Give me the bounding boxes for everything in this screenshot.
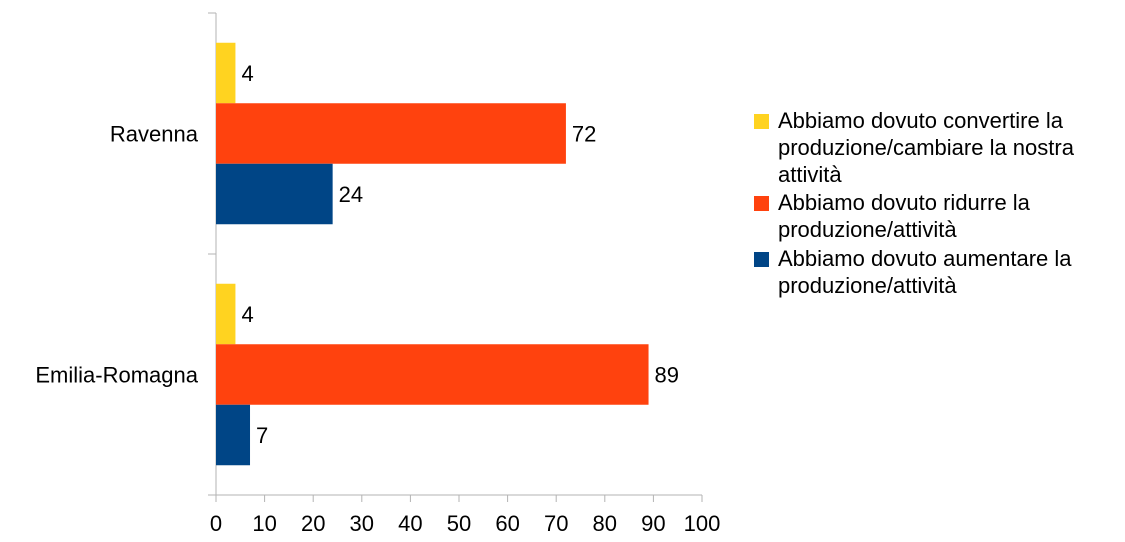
bar bbox=[216, 344, 649, 405]
legend-swatch-convertire bbox=[754, 114, 769, 129]
legend-item-ridurre: Abbiamo dovuto ridurre la produzione/att… bbox=[754, 190, 1119, 244]
y-category-label: Emilia-Romagna bbox=[35, 363, 198, 388]
x-tick-label: 10 bbox=[252, 511, 276, 536]
x-tick-label: 90 bbox=[641, 511, 665, 536]
bar-value-label: 4 bbox=[241, 302, 253, 327]
x-tick-label: 60 bbox=[495, 511, 519, 536]
bar-value-label: 24 bbox=[339, 182, 363, 207]
legend-label-ridurre: Abbiamo dovuto ridurre la produzione/att… bbox=[778, 190, 1030, 243]
bar bbox=[216, 283, 236, 345]
bar bbox=[216, 42, 236, 104]
x-tick-label: 40 bbox=[398, 511, 422, 536]
bar-value-label: 72 bbox=[572, 122, 596, 147]
legend-item-aumentare: Abbiamo dovuto aumentare la produzione/a… bbox=[754, 246, 1119, 300]
legend-item-convertire: Abbiamo dovuto convertire la produzione/… bbox=[754, 108, 1119, 188]
bar bbox=[216, 404, 251, 466]
bar bbox=[216, 103, 566, 164]
y-category-label: Ravenna bbox=[110, 122, 199, 147]
x-tick-label: 80 bbox=[593, 511, 617, 536]
x-tick-label: 0 bbox=[210, 511, 222, 536]
x-tick-label: 70 bbox=[544, 511, 568, 536]
x-tick-label: 100 bbox=[684, 511, 721, 536]
bar-value-label: 7 bbox=[256, 423, 268, 448]
chart-legend: Abbiamo dovuto convertire la produzione/… bbox=[754, 108, 1119, 302]
x-tick-label: 50 bbox=[447, 511, 471, 536]
legend-label-aumentare: Abbiamo dovuto aumentare la produzione/a… bbox=[778, 246, 1072, 298]
bar bbox=[216, 163, 333, 225]
chart-axes bbox=[208, 12, 703, 502]
legend-swatch-ridurre bbox=[754, 196, 769, 212]
chart-labels: 0 10 20 30 40 50 60 70 80 90 100 Ravenna 4 72 24 Emilia… bbox=[35, 61, 720, 536]
x-tick-label: 30 bbox=[350, 511, 374, 536]
bar-value-label: 89 bbox=[655, 363, 679, 388]
bar-value-label: 4 bbox=[241, 61, 253, 86]
x-tick-label: 20 bbox=[301, 511, 325, 536]
chart-bars bbox=[216, 42, 649, 466]
legend-swatch-aumentare bbox=[754, 252, 769, 268]
legend-label-convertire: Abbiamo dovuto convertire la produzione/… bbox=[778, 108, 1074, 187]
